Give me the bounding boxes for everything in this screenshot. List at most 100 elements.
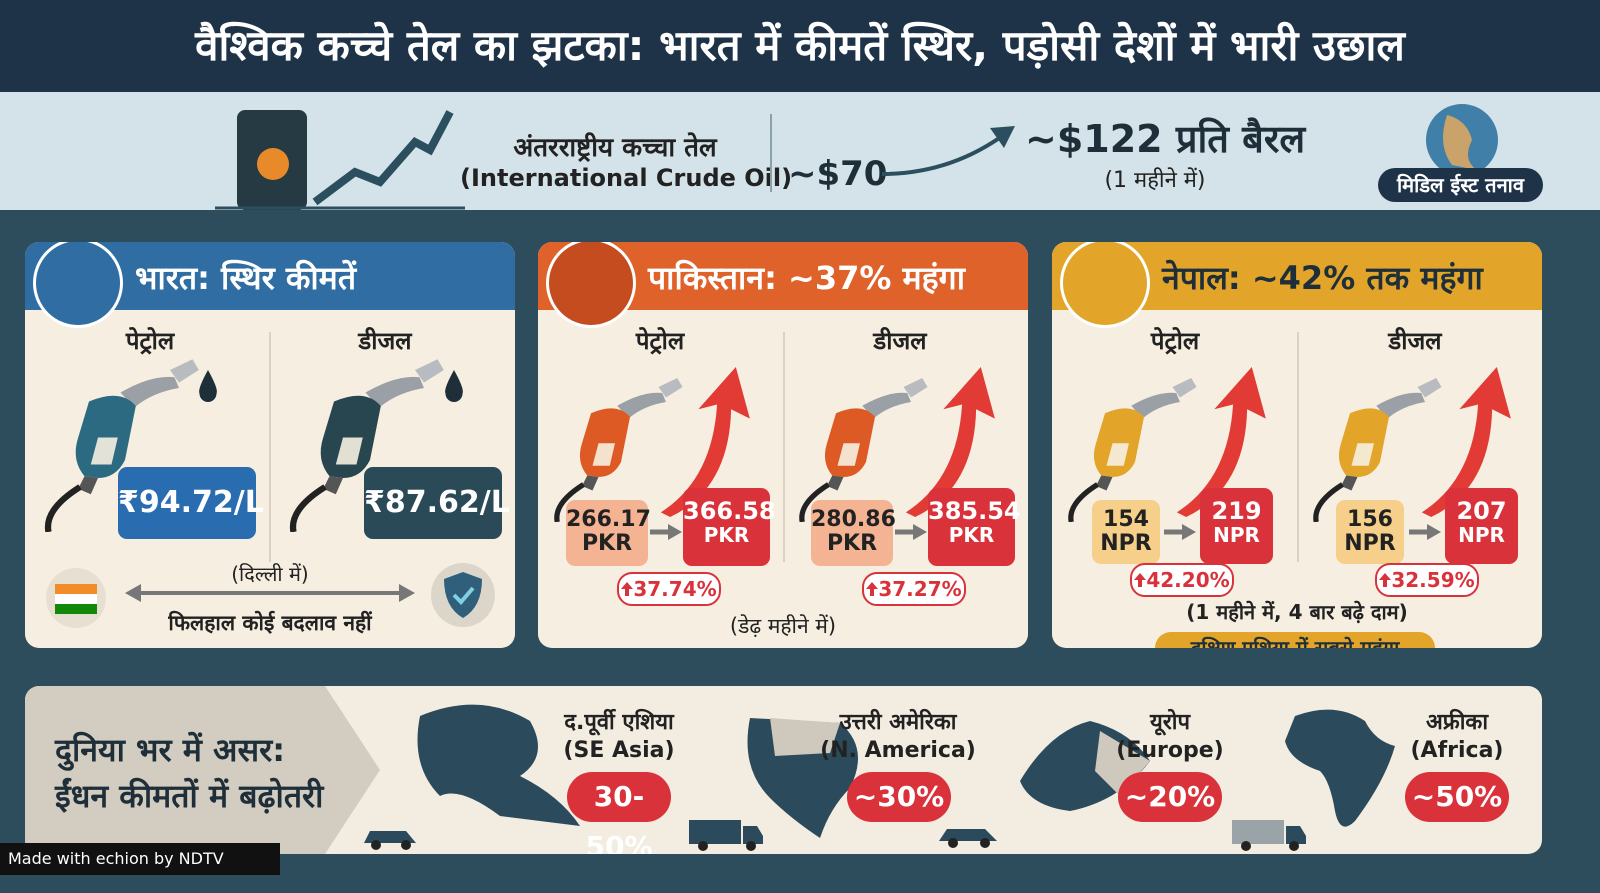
pakistan-panel: पाकिस्तान: ~37% महंगा पेट्रोल डीजल 266.1… (538, 242, 1028, 648)
barrel-chart-icon (215, 110, 465, 210)
fuel-label: डीजल (1388, 327, 1442, 355)
separator (770, 114, 772, 192)
region-name-en: (Europe) (1116, 738, 1224, 763)
country-icon (1060, 242, 1150, 328)
period-note: (1 महीने में, 4 बार बढ़े दाम) (1186, 600, 1408, 624)
fuel-label: डीजल (873, 327, 927, 355)
world-title: दुनिया भर में असर: (55, 731, 285, 769)
change-pill: 32.59% (1375, 563, 1479, 597)
city-note: (दिल्ली में) (231, 562, 309, 586)
region-name: यूरोप (1150, 710, 1190, 735)
change-pill: 42.20% (1130, 563, 1234, 597)
fuel-label: डीजल (358, 327, 412, 355)
crude-label-en: (International Crude Oil) (460, 164, 793, 192)
divider (269, 332, 271, 562)
crude-arrow (881, 126, 1015, 176)
map-icon (747, 718, 858, 838)
new-price: 366.58 (683, 497, 776, 525)
new-price-box: 385.54 PKR (928, 488, 1021, 566)
up-icon (621, 582, 634, 596)
region-change: ~30% (847, 772, 951, 822)
old-price-box: 280.86 PKR (811, 500, 896, 566)
new-price-box: 207 NPR (1445, 488, 1518, 564)
change-pill: 37.27% (862, 572, 966, 606)
country-icon (546, 242, 636, 328)
region-change: 30-50% (567, 772, 671, 854)
world-band: दुनिया भर में असर: ईंधन कीमतों में बढ़ोत… (25, 686, 1542, 854)
old-price: 154 (1103, 507, 1149, 532)
globe-icon (1426, 104, 1498, 176)
small-arrow (650, 524, 682, 540)
nepal-panel: नेपाल: ~42% तक महंगा पेट्रोल डीजल 154 NPR… (1052, 242, 1542, 648)
up-icon (1134, 573, 1147, 587)
unit: PKR (826, 531, 878, 557)
small-arrow (1164, 524, 1196, 540)
unit: NPR (1100, 531, 1152, 557)
shield-icon (431, 563, 495, 627)
region-name-en: (N. America) (820, 738, 976, 763)
map-icon (1020, 721, 1150, 811)
map-icon (1285, 709, 1395, 827)
truck-icon (689, 820, 763, 851)
change: 37.74% (633, 577, 717, 601)
unit: NPR (1213, 523, 1260, 548)
world-title: ईंधन कीमतों में बढ़ोतरी (55, 777, 324, 815)
map-icon (417, 704, 580, 826)
change-pill: 37.74% (617, 572, 721, 606)
small-arrow (895, 524, 927, 540)
title: वैश्विक कच्चे तेल का झटका: भारत में कीमत… (0, 0, 1600, 92)
fuel-label: पेट्रोल (635, 327, 685, 355)
barrel-logo (257, 148, 289, 180)
crude-period: (1 महीने में) (1104, 168, 1206, 193)
region-name: उत्तरी अमेरिका (839, 710, 957, 735)
period-note: (डेढ़ महीने में) (729, 614, 837, 638)
crude-to: ~$122 प्रति बैरल (1025, 117, 1306, 161)
new-price-box: 366.58 PKR (683, 488, 776, 566)
panel-title: नेपाल: ~42% तक महंगा (1162, 259, 1483, 297)
region-change: ~50% (1405, 772, 1509, 822)
trend-line (312, 110, 454, 206)
new-price: 219 (1211, 497, 1262, 525)
crude-band: अंतरराष्ट्रीय कच्चा तेल (International C… (0, 92, 1600, 210)
old-price-box: 266.17 PKR (566, 500, 651, 566)
unit: PKR (703, 523, 750, 548)
region-name-en: (SE Asia) (563, 738, 675, 763)
region-change: ~20% (1118, 772, 1222, 822)
crude-label-hi: अंतरराष्ट्रीय कच्चा तेल (513, 133, 717, 163)
region-name: द.पूर्वी एशिया (564, 710, 674, 735)
new-price-box: 219 NPR (1200, 488, 1273, 564)
flag-icon (46, 568, 106, 628)
crude-from: ~$70 (788, 154, 888, 194)
old-price-box: 156 NPR (1336, 500, 1404, 564)
old-price-box: 154 NPR (1092, 500, 1160, 564)
small-arrow (1409, 524, 1441, 540)
price-box: ₹87.62/L (364, 467, 510, 539)
new-price: 385.54 (928, 497, 1021, 525)
fuel-label: पेट्रोल (1150, 327, 1200, 355)
old-price: 156 (1347, 507, 1393, 532)
change: 42.20% (1146, 568, 1230, 592)
unit: NPR (1344, 531, 1396, 557)
badge: मिडिल ईस्ट तनाव (1378, 168, 1543, 202)
fuel-label: पेट्रोल (125, 327, 175, 355)
region-name-en: (Africa) (1410, 738, 1504, 763)
status: फिलहाल कोई बदलाव नहीं (168, 611, 372, 635)
change: 37.27% (878, 577, 962, 601)
india-panel: भारत: स्थिर कीमतें पेट्रोल डीजल ₹94.72/L… (25, 242, 515, 648)
car-icon (939, 829, 997, 848)
double-arrow (125, 584, 415, 602)
unit: NPR (1458, 523, 1505, 548)
up-icon (866, 582, 879, 596)
country-icon (33, 242, 123, 328)
old-price: 266.17 (566, 507, 651, 532)
footer: Made with echion by NDTV (0, 843, 280, 875)
panel-title: भारत: स्थिर कीमतें (135, 259, 357, 297)
unit: PKR (581, 531, 633, 557)
truck-icon (1232, 820, 1306, 851)
drop-icon (197, 370, 219, 402)
world-chevron (25, 686, 380, 854)
highlight: दक्षिण एशिया में सबसे महंगा (1155, 632, 1435, 648)
price-box: ₹94.72/L (118, 467, 264, 539)
unit: PKR (948, 523, 995, 548)
